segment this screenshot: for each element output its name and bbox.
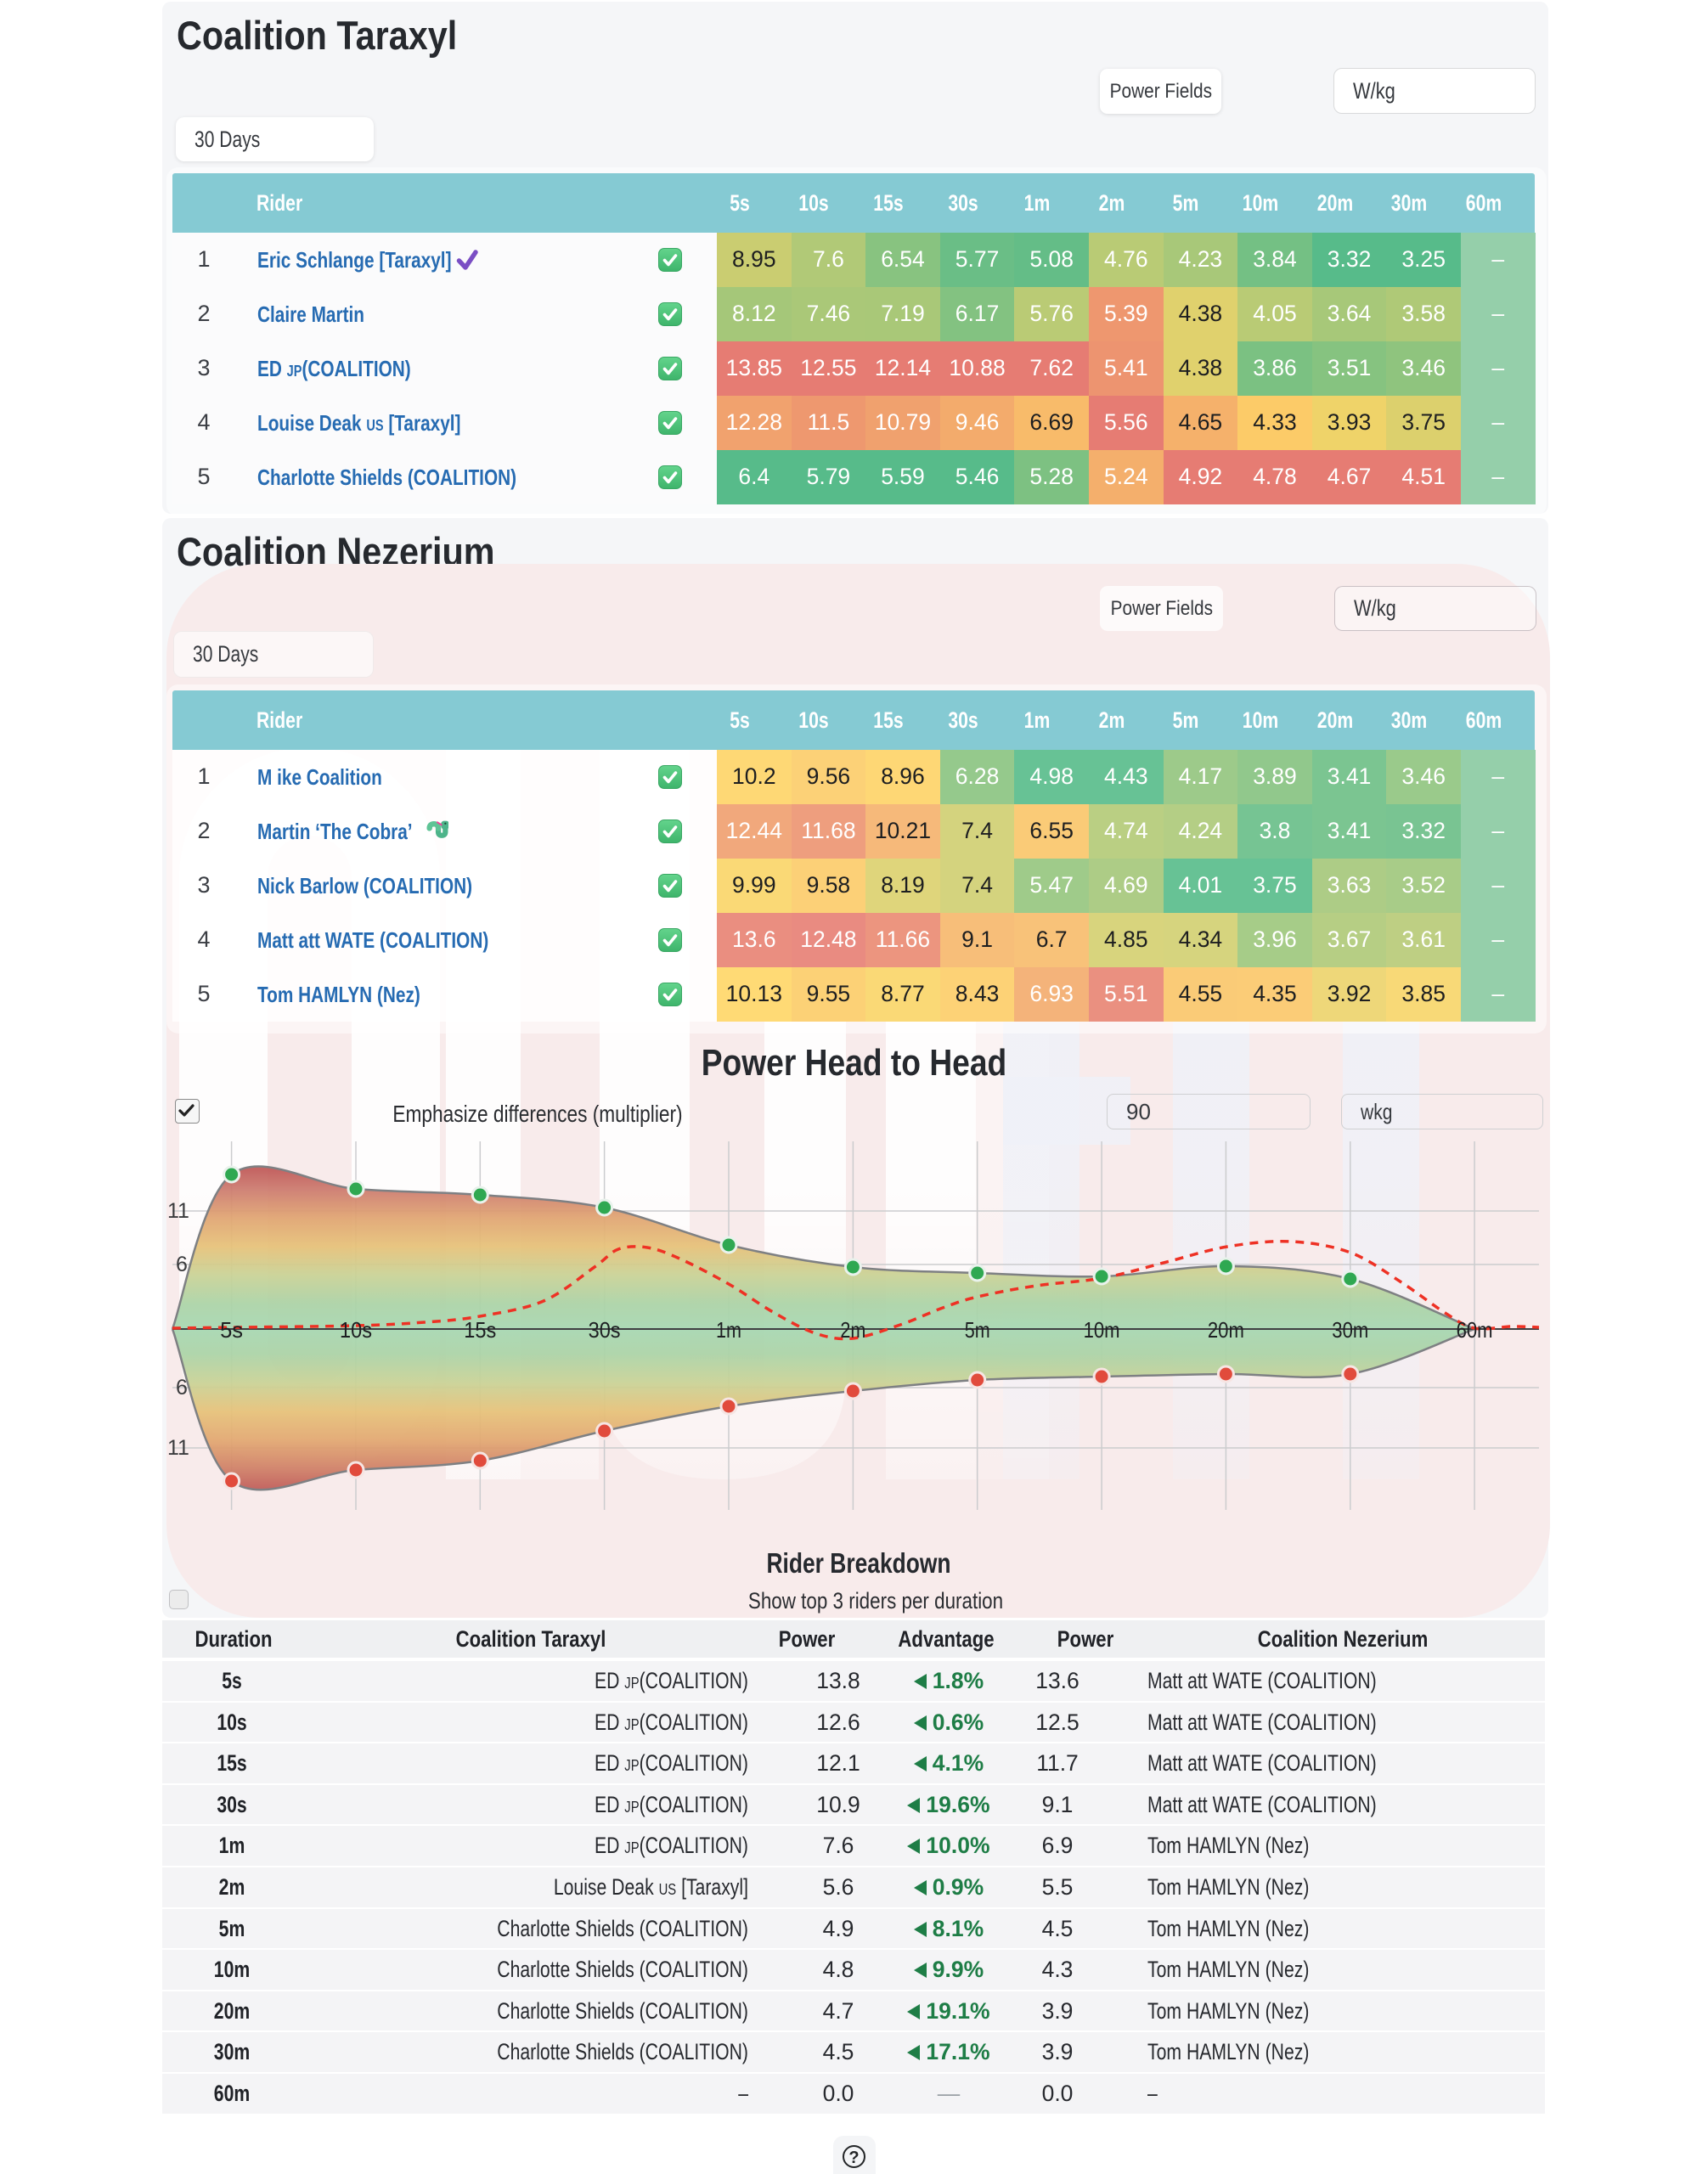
svg-text:10m: 10m (1084, 1317, 1120, 1343)
svg-text:60m: 60m (1457, 1317, 1493, 1343)
svg-text:6: 6 (176, 1253, 188, 1276)
svg-text:30m: 30m (1332, 1317, 1368, 1343)
svg-text:15s: 15s (464, 1317, 496, 1343)
svg-text:30s: 30s (589, 1317, 621, 1343)
svg-text:5m: 5m (965, 1317, 990, 1343)
svg-text:5s: 5s (220, 1317, 243, 1343)
svg-text:11: 11 (167, 1436, 189, 1460)
svg-text:20m: 20m (1208, 1317, 1244, 1343)
svg-text:2m: 2m (840, 1317, 865, 1343)
svg-text:11: 11 (167, 1199, 189, 1223)
svg-text:6: 6 (176, 1376, 188, 1400)
svg-text:1m: 1m (716, 1317, 741, 1343)
svg-text:10s: 10s (340, 1317, 372, 1343)
